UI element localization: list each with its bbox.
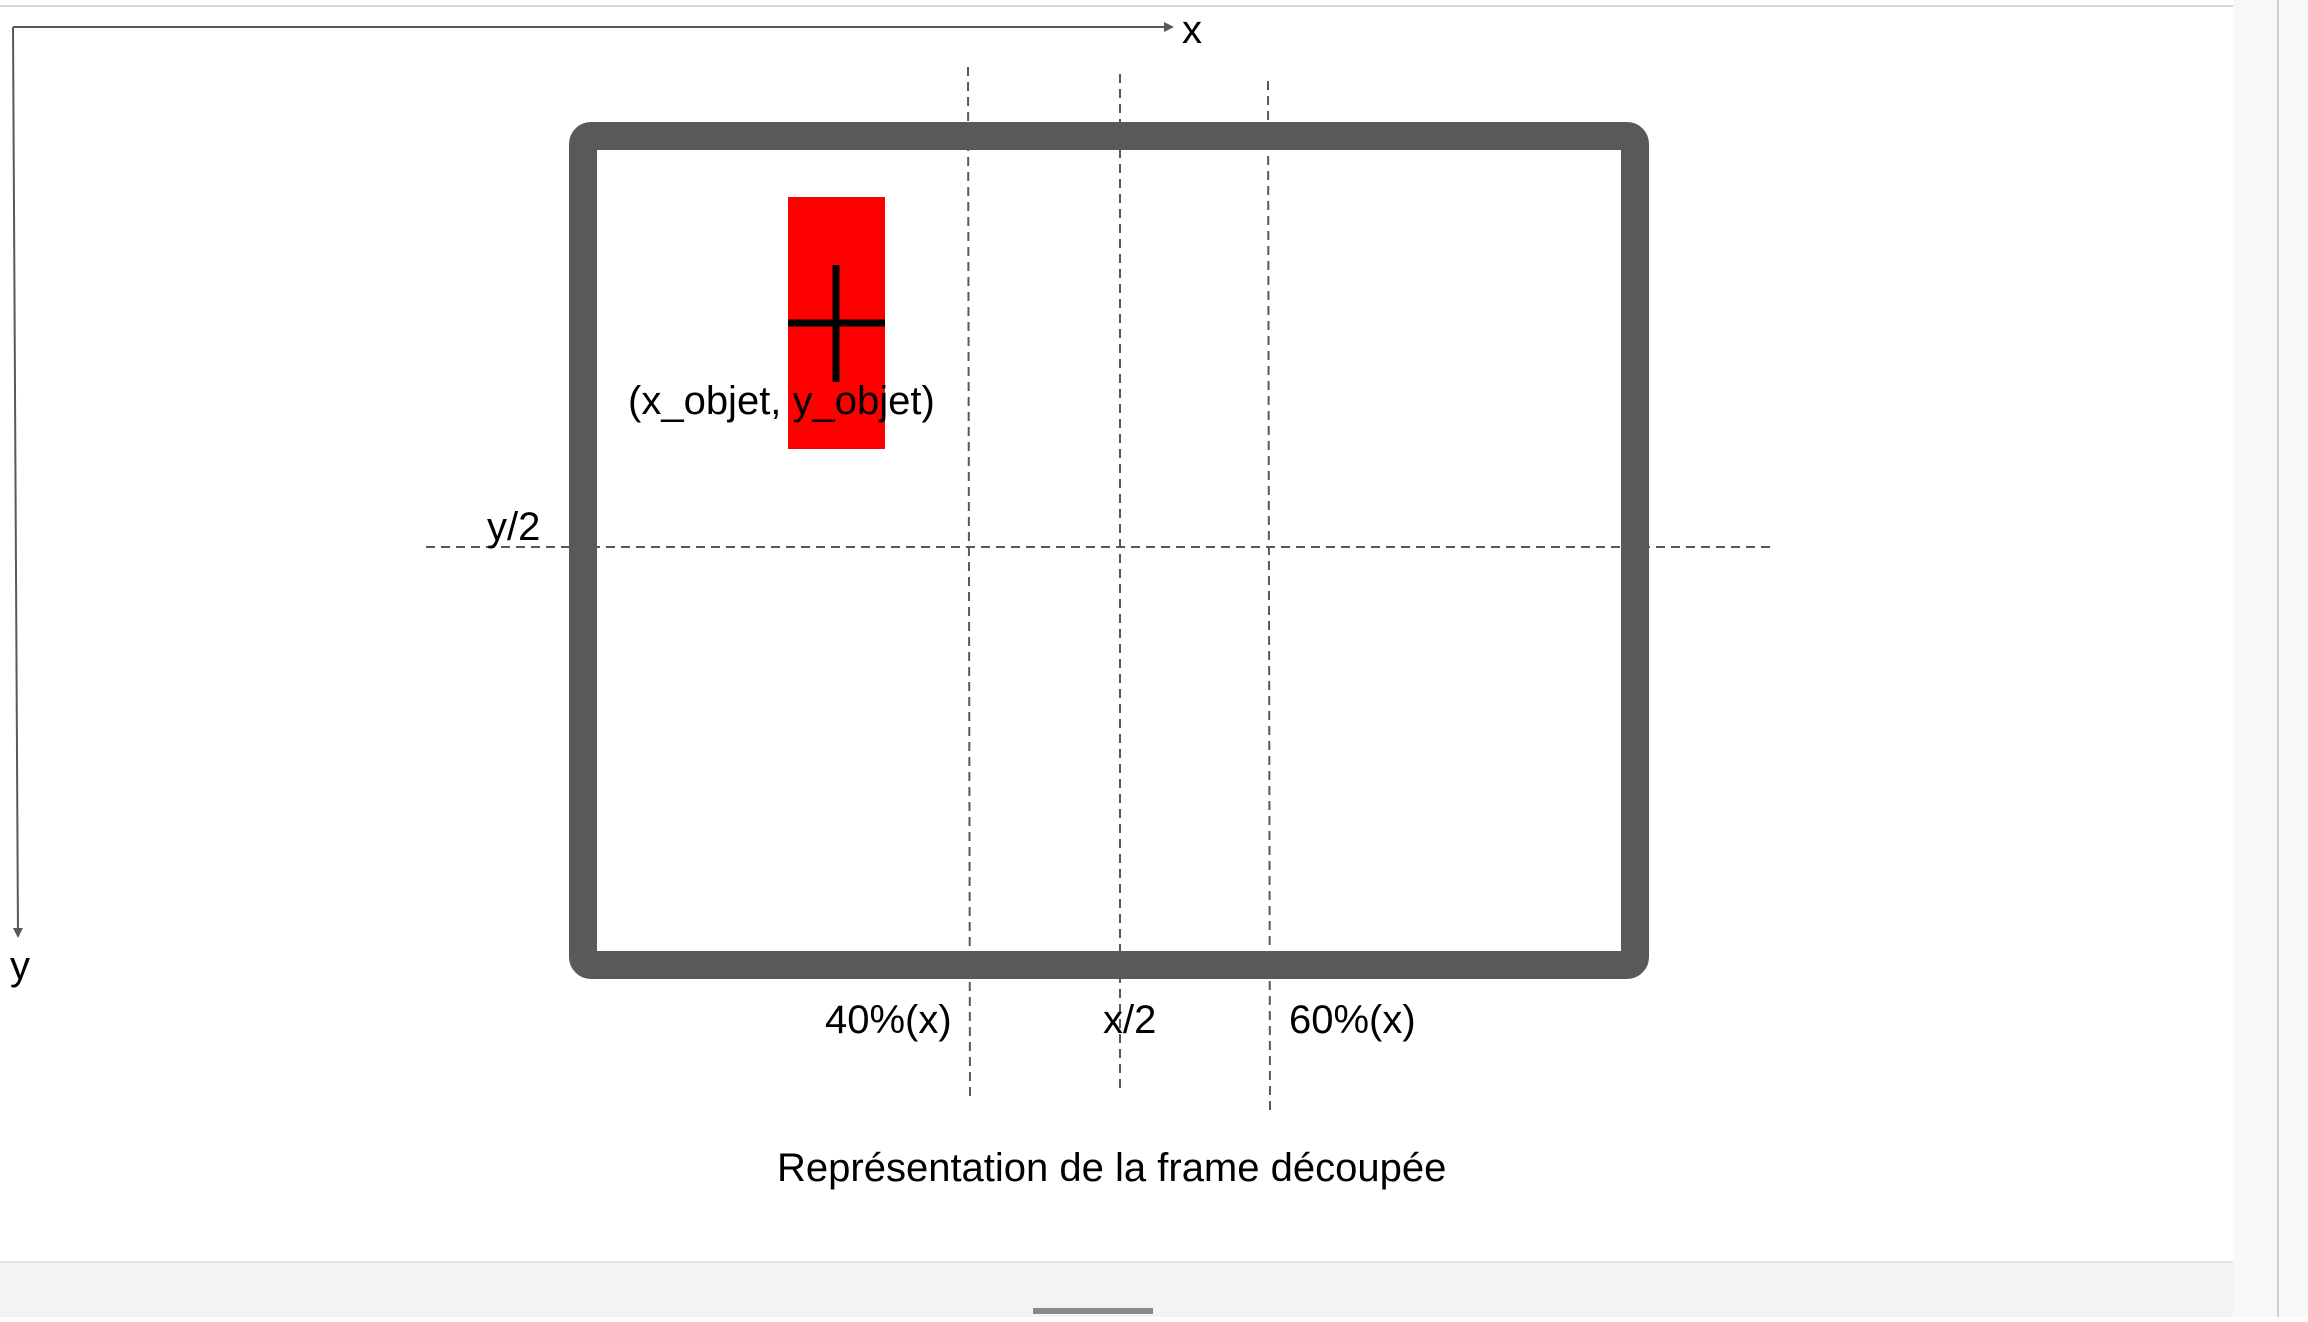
cropped-frame <box>569 122 1649 979</box>
guide-label-half-y: y/2 <box>487 505 540 549</box>
scrollbar-track[interactable] <box>2233 0 2308 1317</box>
page-bottom-bar <box>0 1262 2233 1317</box>
guide-vertical-60pct <box>1267 80 1271 1111</box>
guide-label-half-x: x/2 <box>1103 998 1156 1042</box>
guide-label-60pct-x: 60%(x) <box>1289 998 1416 1042</box>
diagram-caption: Représentation de la frame découpée <box>777 1146 1446 1190</box>
y-axis-arrow <box>12 26 23 938</box>
guide-vertical-40pct <box>967 66 971 1099</box>
page-handle[interactable] <box>1033 1308 1153 1314</box>
y-axis-label: y <box>10 944 30 988</box>
object-center-label: (x_objet, y_objet) <box>628 379 935 423</box>
guide-label-40pct-x: 40%(x) <box>825 998 952 1042</box>
x-axis-label: x <box>1182 8 1202 52</box>
